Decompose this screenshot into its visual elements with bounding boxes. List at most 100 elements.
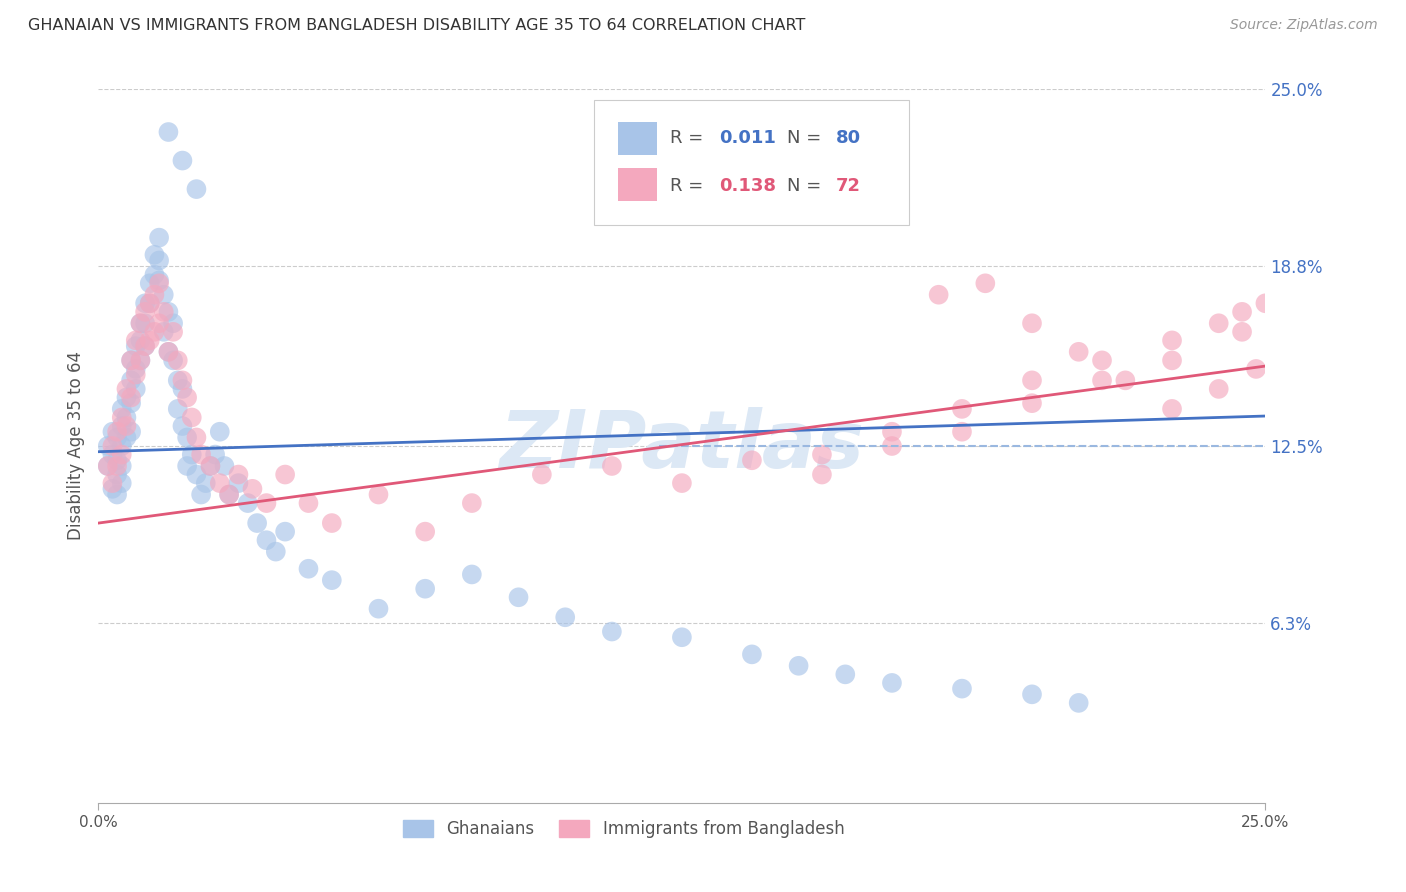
Point xyxy=(111,419,134,434)
Point xyxy=(974,277,997,291)
Point xyxy=(186,182,208,196)
Point xyxy=(111,476,134,491)
Point xyxy=(101,439,124,453)
Point xyxy=(256,496,278,510)
Text: N =: N = xyxy=(787,129,827,147)
Point xyxy=(101,476,124,491)
Point xyxy=(101,482,124,496)
Point xyxy=(214,458,236,473)
Point xyxy=(194,476,217,491)
FancyBboxPatch shape xyxy=(617,122,658,155)
Point xyxy=(152,287,174,301)
Point xyxy=(148,316,170,330)
Point xyxy=(950,425,973,439)
Point xyxy=(148,253,170,268)
Point xyxy=(125,368,148,382)
Point xyxy=(129,334,152,348)
Point xyxy=(157,125,180,139)
Point xyxy=(208,476,231,491)
Point xyxy=(111,448,134,462)
Point xyxy=(143,248,166,262)
Point xyxy=(741,453,763,467)
Point xyxy=(101,425,124,439)
Point xyxy=(600,624,623,639)
Point xyxy=(125,382,148,396)
Point xyxy=(105,430,128,444)
Point xyxy=(880,676,903,690)
Point xyxy=(176,458,198,473)
Point xyxy=(1208,382,1230,396)
Point xyxy=(143,325,166,339)
Point xyxy=(115,382,138,396)
Point xyxy=(787,658,810,673)
Point xyxy=(1067,696,1090,710)
Point xyxy=(120,373,142,387)
Point xyxy=(143,268,166,282)
Text: R =: R = xyxy=(671,129,709,147)
Point xyxy=(134,339,156,353)
Point xyxy=(228,476,250,491)
FancyBboxPatch shape xyxy=(617,169,658,202)
Point xyxy=(321,516,343,530)
Point xyxy=(1021,316,1043,330)
Point xyxy=(186,430,208,444)
Point xyxy=(152,305,174,319)
Point xyxy=(176,391,198,405)
Point xyxy=(461,496,484,510)
Point xyxy=(530,467,553,482)
Point xyxy=(105,453,128,467)
Text: 0.011: 0.011 xyxy=(720,129,776,147)
Text: ZIPatlas: ZIPatlas xyxy=(499,407,865,485)
Point xyxy=(200,458,222,473)
Point xyxy=(120,391,142,405)
Point xyxy=(125,362,148,376)
Point xyxy=(297,562,319,576)
Point xyxy=(180,410,202,425)
Point xyxy=(115,410,138,425)
Point xyxy=(1021,687,1043,701)
Text: R =: R = xyxy=(671,177,709,194)
Point xyxy=(264,544,287,558)
Point xyxy=(1230,325,1253,339)
Point xyxy=(129,353,152,368)
Point xyxy=(208,425,231,439)
Point xyxy=(1021,396,1043,410)
Point xyxy=(200,458,222,473)
Point xyxy=(741,648,763,662)
Point xyxy=(97,439,120,453)
Point xyxy=(139,296,162,310)
Point xyxy=(297,496,319,510)
Point xyxy=(97,458,120,473)
Point xyxy=(111,458,134,473)
Point xyxy=(162,353,184,368)
Point xyxy=(1161,334,1184,348)
Point xyxy=(120,425,142,439)
Point xyxy=(120,353,142,368)
Point xyxy=(671,630,693,644)
Point xyxy=(148,273,170,287)
Text: 80: 80 xyxy=(837,129,860,147)
Point xyxy=(413,582,436,596)
Point xyxy=(880,425,903,439)
Point xyxy=(115,391,138,405)
Text: Source: ZipAtlas.com: Source: ZipAtlas.com xyxy=(1230,18,1378,32)
Legend: Ghanaians, Immigrants from Bangladesh: Ghanaians, Immigrants from Bangladesh xyxy=(396,813,851,845)
Point xyxy=(129,316,152,330)
Point xyxy=(111,439,134,453)
Point xyxy=(950,681,973,696)
Point xyxy=(1021,373,1043,387)
Point xyxy=(115,430,138,444)
Point xyxy=(1161,401,1184,416)
Point xyxy=(671,476,693,491)
Point xyxy=(172,382,194,396)
Point xyxy=(1230,305,1253,319)
Point xyxy=(139,296,162,310)
Point xyxy=(190,448,212,462)
Point xyxy=(274,524,297,539)
Text: N =: N = xyxy=(787,177,827,194)
Point xyxy=(218,487,240,501)
Point xyxy=(134,305,156,319)
Point xyxy=(105,487,128,501)
Point xyxy=(134,296,156,310)
Point xyxy=(321,573,343,587)
